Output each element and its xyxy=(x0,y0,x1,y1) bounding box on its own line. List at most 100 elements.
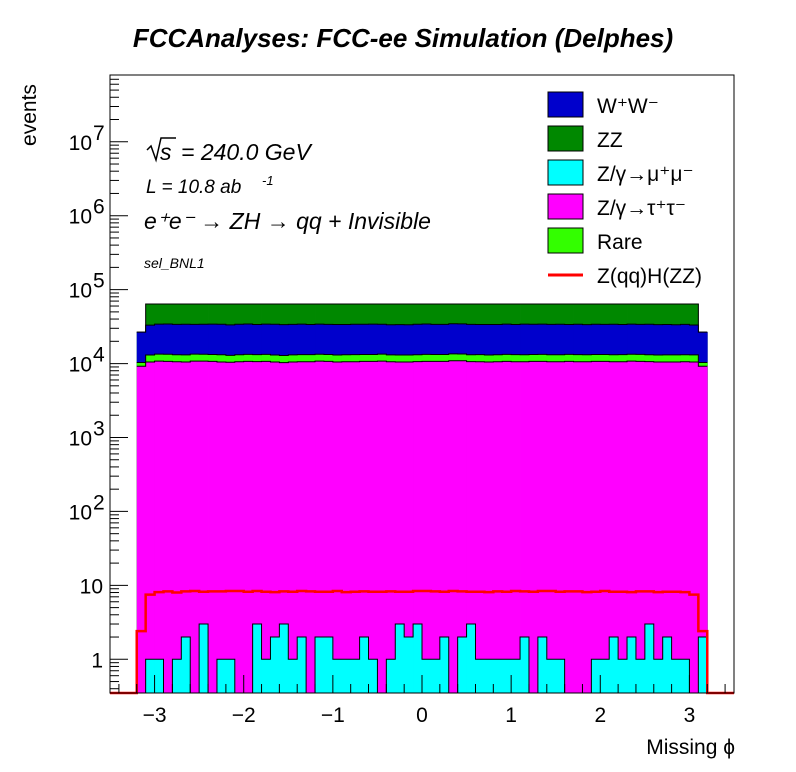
legend: W⁺W⁻ ZZ Z/γ→μ⁺μ⁻ Z/γ→τ⁺τ⁻ Rare Z(qq)H(ZZ) xyxy=(547,91,702,288)
series-outline xyxy=(136,323,708,333)
bar xyxy=(466,361,476,693)
legend-swatch xyxy=(547,227,584,254)
bar xyxy=(609,637,619,693)
bar xyxy=(591,361,601,693)
x-tick-label: −1 xyxy=(321,704,345,727)
legend-label: W⁺W⁻ xyxy=(597,95,659,118)
bar xyxy=(199,361,209,693)
y-tick-exponent: 3 xyxy=(93,417,105,440)
bar xyxy=(216,361,227,693)
bar xyxy=(386,361,396,693)
luminosity-text: L = 10.8 ab xyxy=(146,177,241,198)
bar xyxy=(591,659,601,693)
signal-line xyxy=(110,589,734,695)
bar xyxy=(359,361,369,693)
bar xyxy=(145,361,155,693)
bar xyxy=(252,361,262,693)
bar xyxy=(439,361,450,693)
sqrt-s-s: s xyxy=(160,139,172,165)
bar xyxy=(698,366,708,693)
bar xyxy=(368,659,378,693)
x-tick-label: −3 xyxy=(143,704,167,727)
bar xyxy=(582,361,592,693)
bar xyxy=(181,637,191,693)
bar xyxy=(448,360,459,693)
bar xyxy=(315,361,325,693)
bar xyxy=(698,637,708,693)
bar xyxy=(181,361,191,693)
bar xyxy=(136,366,147,693)
bar xyxy=(190,361,200,693)
bar xyxy=(546,361,557,693)
bar xyxy=(341,659,352,693)
y-tick-exponent: 2 xyxy=(93,491,105,514)
x-tick-label: 2 xyxy=(594,704,606,727)
bar xyxy=(279,624,289,693)
bar xyxy=(502,659,512,693)
legend-label: Z/γ→μ⁺μ⁻ xyxy=(597,163,694,186)
bar xyxy=(662,637,672,693)
bar xyxy=(680,659,690,693)
bar xyxy=(635,361,646,693)
x-tick-label: 0 xyxy=(416,704,428,727)
bar xyxy=(600,659,610,693)
bar xyxy=(252,624,262,693)
x-tick-label: −2 xyxy=(232,704,256,727)
sqrt-s-annotation: s = 240.0 GeV xyxy=(146,137,313,165)
bar xyxy=(671,659,681,693)
legend-swatch xyxy=(547,91,584,118)
bar xyxy=(323,361,334,693)
bar xyxy=(511,659,521,693)
bar xyxy=(332,361,343,693)
bar xyxy=(457,637,467,693)
histogram-stack xyxy=(136,303,708,694)
bar xyxy=(341,361,352,693)
bar xyxy=(332,659,343,693)
sqrt-symbol xyxy=(146,137,176,163)
signal-histogram xyxy=(110,589,734,695)
bar xyxy=(430,659,441,693)
selection-annotation: sel_BNL1 xyxy=(144,255,205,271)
bar xyxy=(520,637,530,693)
legend-swatch xyxy=(547,159,584,186)
bar xyxy=(172,659,182,693)
bar xyxy=(546,659,557,693)
y-tick-label: 10 xyxy=(69,280,92,303)
bar xyxy=(680,361,690,693)
bar xyxy=(350,361,360,693)
bar xyxy=(618,361,628,693)
bar xyxy=(555,361,566,693)
bar xyxy=(154,361,164,693)
bar xyxy=(600,361,610,693)
bar xyxy=(172,361,182,693)
y-tick-exponent: 4 xyxy=(93,344,105,367)
series-z xyxy=(136,623,708,694)
bar xyxy=(627,361,637,693)
legend-label: ZZ xyxy=(597,129,623,152)
bar xyxy=(225,362,236,693)
bar xyxy=(484,659,494,693)
bar xyxy=(662,361,672,693)
bar xyxy=(609,361,619,693)
y-tick-label: 10 xyxy=(69,132,92,155)
y-tick-label: 10 xyxy=(69,501,92,524)
bar xyxy=(323,637,334,693)
bar xyxy=(404,361,414,693)
annotations: s = 240.0 GeV L = 10.8 ab -1 e⁺e⁻ → ZH →… xyxy=(144,137,431,271)
bar xyxy=(653,659,664,693)
chart-title: FCCAnalyses: FCC-ee Simulation (Delphes) xyxy=(133,23,673,53)
bar xyxy=(225,659,236,693)
series-outline xyxy=(136,303,708,333)
bar xyxy=(618,659,628,693)
y-tick-exponent: 5 xyxy=(93,270,105,293)
bar xyxy=(430,361,441,693)
bar xyxy=(653,361,664,693)
bar xyxy=(564,361,574,693)
bar xyxy=(368,361,378,693)
bar xyxy=(145,659,155,693)
bar xyxy=(395,361,405,693)
y-tick-label: 10 xyxy=(69,427,92,450)
bar xyxy=(537,637,548,693)
bar xyxy=(377,361,387,693)
bar xyxy=(163,361,173,693)
